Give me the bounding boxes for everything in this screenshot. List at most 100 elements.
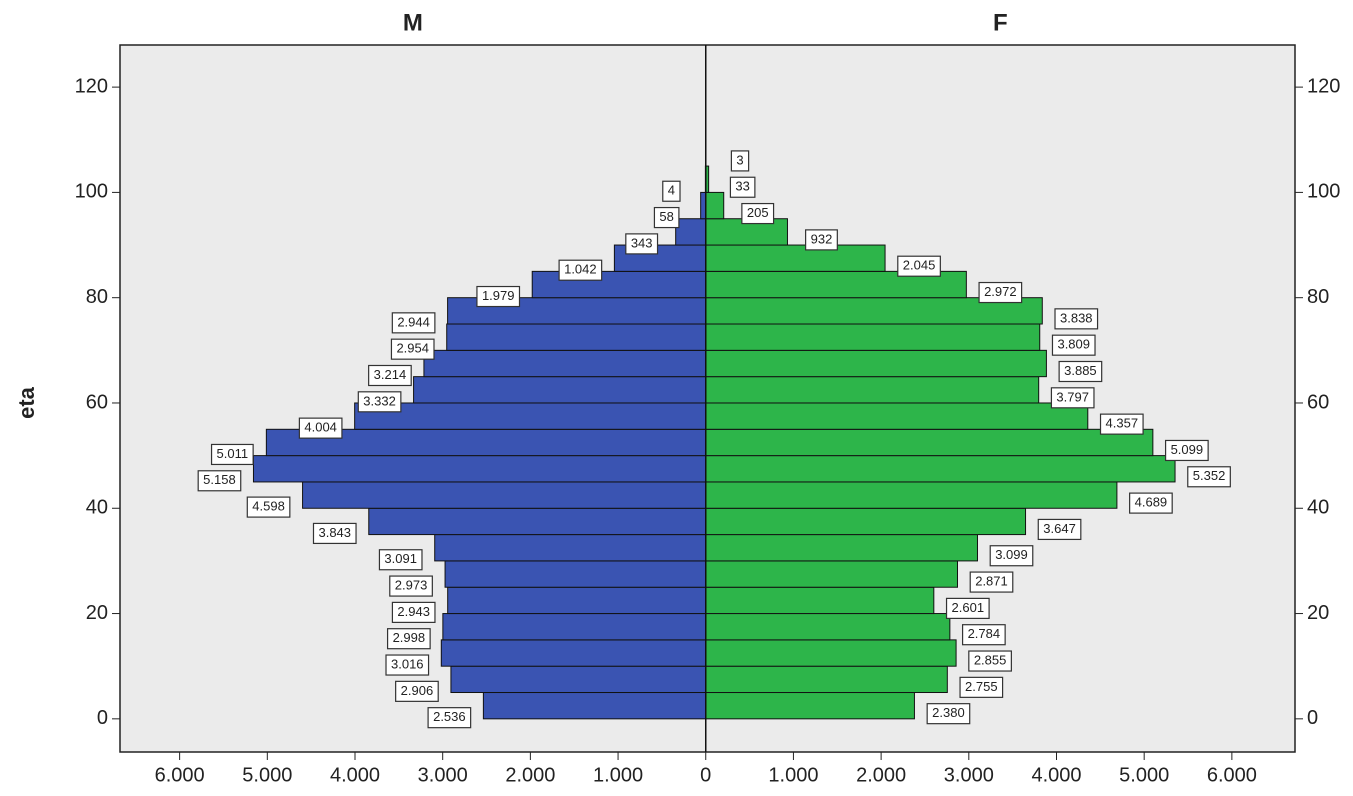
data-label: 3 (736, 152, 743, 167)
x-tick-label: 5.000 (242, 764, 292, 786)
bar (706, 429, 1153, 455)
bar (448, 587, 706, 613)
data-label: 3.016 (391, 656, 424, 671)
y-tick-label: 0 (97, 707, 108, 729)
bar (706, 561, 958, 587)
data-label: 3.885 (1064, 363, 1097, 378)
y2-tick-label: 20 (1307, 602, 1329, 624)
x-tick-label: 6.000 (155, 764, 205, 786)
data-label: 3.838 (1060, 310, 1093, 325)
data-label: 4.598 (252, 499, 285, 514)
data-label: 2.871 (975, 574, 1008, 589)
data-label: 2.973 (395, 578, 428, 593)
data-label: 1.042 (564, 262, 597, 277)
data-label: 3.797 (1056, 389, 1089, 404)
y2-tick-label: 80 (1307, 286, 1329, 308)
y-tick-label: 20 (86, 602, 108, 624)
bar (369, 508, 706, 534)
data-label: 1.979 (482, 288, 515, 303)
x-tick-label: 6.000 (1207, 764, 1257, 786)
bar (447, 324, 706, 350)
data-label: 205 (747, 205, 769, 220)
bar (414, 377, 706, 403)
x-tick-label: 0 (700, 764, 711, 786)
y-tick-label: 100 (75, 181, 108, 203)
x-tick-label: 4.000 (330, 764, 380, 786)
data-label: 2.943 (397, 604, 430, 619)
y-axis-label: eta (14, 386, 39, 419)
data-label: 4.689 (1135, 495, 1168, 510)
data-label: 4 (668, 183, 675, 198)
bar (706, 377, 1039, 403)
data-label: 2.954 (396, 341, 429, 356)
panel-title: M (403, 9, 423, 36)
bar (706, 508, 1026, 534)
bar (706, 482, 1117, 508)
data-label: 3.647 (1043, 521, 1076, 536)
bar (355, 403, 706, 429)
data-label: 5.158 (203, 472, 236, 487)
data-label: 2.755 (965, 679, 998, 694)
y2-tick-label: 100 (1307, 181, 1340, 203)
y2-tick-label: 120 (1307, 75, 1340, 97)
data-label: 58 (659, 209, 673, 224)
data-label: 3.099 (995, 547, 1028, 562)
bar (706, 693, 915, 719)
data-label: 3.332 (363, 393, 396, 408)
y-tick-label: 40 (86, 497, 108, 519)
data-label: 2.855 (974, 652, 1007, 667)
x-tick-label: 1.000 (593, 764, 643, 786)
data-label: 932 (811, 231, 833, 246)
data-label: 2.536 (433, 709, 466, 724)
data-label: 2.784 (968, 626, 1001, 641)
bar (706, 614, 950, 640)
bar (443, 614, 706, 640)
bar (424, 350, 706, 376)
data-label: 33 (735, 179, 749, 194)
bar (706, 640, 956, 666)
data-label: 4.004 (304, 420, 337, 435)
x-tick-label: 4.000 (1031, 764, 1081, 786)
x-tick-label: 3.000 (944, 764, 994, 786)
y-tick-label: 60 (86, 391, 108, 413)
data-label: 3.843 (318, 525, 351, 540)
bar (706, 666, 948, 692)
data-label: 5.099 (1171, 442, 1204, 457)
bar (451, 666, 706, 692)
bar (445, 561, 706, 587)
panel-title: F (993, 9, 1008, 36)
bar (706, 324, 1040, 350)
bar (706, 350, 1047, 376)
bar (532, 271, 706, 297)
data-label: 5.352 (1193, 468, 1226, 483)
bar (706, 587, 934, 613)
data-label: 3.809 (1057, 337, 1090, 352)
data-label: 2.998 (393, 630, 426, 645)
bar (706, 245, 885, 271)
y-tick-label: 80 (86, 286, 108, 308)
data-label: 2.906 (401, 683, 434, 698)
data-label: 4.357 (1106, 416, 1139, 431)
bar (706, 192, 724, 218)
bar (303, 482, 706, 508)
data-label: 2.045 (903, 258, 936, 273)
data-label: 2.972 (984, 284, 1017, 299)
bar (253, 456, 705, 482)
bar (483, 693, 705, 719)
y-tick-label: 120 (75, 75, 108, 97)
data-label: 2.944 (397, 314, 430, 329)
y2-tick-label: 40 (1307, 497, 1329, 519)
data-label: 2.380 (932, 705, 965, 720)
bar (706, 403, 1088, 429)
x-tick-label: 5.000 (1119, 764, 1169, 786)
x-tick-label: 1.000 (768, 764, 818, 786)
data-label: 3.214 (374, 367, 407, 382)
bar (706, 535, 978, 561)
bar (701, 192, 706, 218)
data-label: 2.601 (952, 600, 985, 615)
y2-tick-label: 60 (1307, 391, 1329, 413)
data-label: 3.091 (384, 551, 417, 566)
bar (706, 456, 1175, 482)
data-label: 5.011 (217, 446, 249, 461)
